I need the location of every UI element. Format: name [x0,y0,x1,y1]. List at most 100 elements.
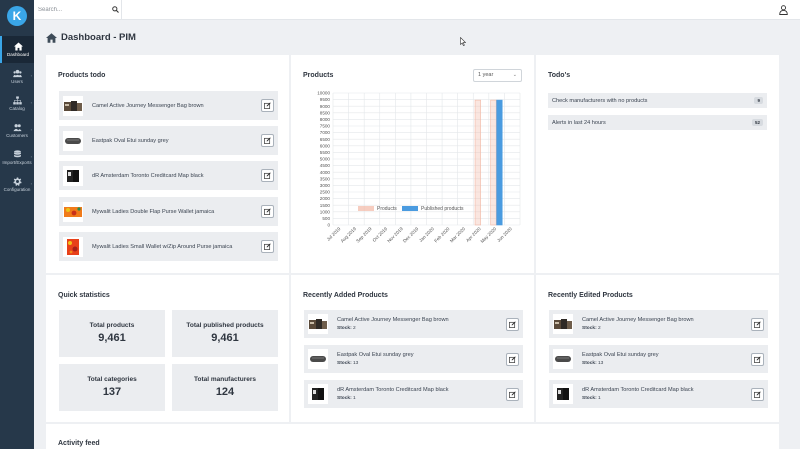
todo-label: Check manufacturers with no products [552,97,648,104]
edit-icon [264,102,271,109]
edit-icon [754,320,761,328]
edit-button[interactable] [751,352,764,366]
x-tick-label: Sep 2019 [355,226,373,244]
bar [496,99,503,226]
chevron-right-icon: › [30,181,32,186]
edit-button[interactable] [751,317,764,331]
edit-button[interactable] [261,169,274,182]
product-thumbnail [308,314,328,334]
list-item[interactable]: Camel Active Journey Messenger Bag brown… [549,310,768,338]
card-title: Todo's [548,72,571,79]
sidebar-nav: Dashboard Users › Catalog › Customers › … [0,36,34,198]
users-icon [12,69,22,78]
list-item[interactable]: Mywalit Ladies Double Flap Purse Wallet … [59,197,278,226]
sitemap-icon [12,96,22,105]
recently-edited-card: Recently Edited Products Camel Active Jo… [536,275,779,422]
list-item[interactable]: Eastpak Oval Etui sunday grey Stock: 13 [304,345,523,373]
product-name: dR Amsterdam Toronto Creditcard Map blac… [582,387,694,393]
app-logo[interactable]: K [7,6,27,26]
sidebar-item-dashboard[interactable]: Dashboard [0,36,34,63]
chevron-right-icon: › [30,73,32,78]
time-range-value: 1 year [478,72,494,78]
stat-total-published-products: Total published products 9,461 [172,310,278,357]
list-item[interactable]: dR Amsterdam Toronto Creditcard Map blac… [304,380,523,408]
list-item[interactable]: Eastpak Oval Etui sunday grey [59,126,278,155]
gear-icon [12,177,22,186]
sidebar-item-customers[interactable]: Customers › [0,117,34,144]
edit-button[interactable] [751,387,764,401]
sidebar-item-label: Catalog [9,106,25,111]
edit-icon [754,355,761,363]
y-tick-label: 6500 [320,137,331,142]
chevron-right-icon: › [30,127,32,132]
edit-button[interactable] [261,205,274,218]
edit-icon [509,355,516,363]
y-tick-label: 9500 [320,97,331,102]
edit-button[interactable] [261,99,274,112]
y-tick-label: 9000 [320,104,331,109]
search-icon[interactable] [112,6,119,13]
sidebar-item-import-exports[interactable]: Import/Exports › [0,144,34,171]
product-name: Mywalit Ladies Double Flap Purse Wallet … [92,208,215,215]
list-item[interactable]: Eastpak Oval Etui sunday grey Stock: 13 [549,345,768,373]
edit-icon [264,172,271,179]
list-item[interactable]: dR Amsterdam Toronto Creditcard Map blac… [59,161,278,190]
list-item[interactable]: Mywalit Ladies Small Wallet w/Zip Around… [59,232,278,261]
edit-button[interactable] [506,352,519,366]
page-header: Dashboard - PIM [46,32,136,43]
sidebar: K Dashboard Users › Catalog › Customers … [0,0,34,449]
y-tick-label: 2000 [320,196,331,201]
search-input[interactable] [38,4,108,16]
edit-icon [509,390,516,398]
product-name: Camel Active Journey Messenger Bag brown [337,317,449,323]
sidebar-item-label: Configuration [3,187,31,192]
product-thumbnail [308,349,328,369]
database-icon [13,150,21,158]
list-item[interactable]: Camel Active Journey Messenger Bag brown [59,91,278,120]
stat-total-manufacturers: Total manufacturers 124 [172,364,278,411]
recently-added-card: Recently Added Products Camel Active Jou… [291,275,534,422]
product-thumbnail [63,165,83,186]
sidebar-item-catalog[interactable]: Catalog › [0,90,34,117]
edit-button[interactable] [261,240,274,253]
edit-button[interactable] [506,317,519,331]
stat-label: Total manufacturers [193,376,256,383]
sidebar-item-label: Import/Exports [2,160,32,165]
sidebar-item-label: Dashboard [6,52,29,57]
user-icon[interactable] [779,5,788,15]
stat-total-categories: Total categories 137 [59,364,165,411]
x-tick-label: May 2020 [480,226,498,244]
x-tick-label: Feb 2020 [433,226,451,244]
legend-swatch [402,206,418,211]
list-item[interactable]: Camel Active Journey Messenger Bag brown… [304,310,523,338]
product-name: Eastpak Oval Etui sunday grey [92,137,169,144]
sidebar-item-configuration[interactable]: Configuration › [0,171,34,198]
product-name: dR Amsterdam Toronto Creditcard Map blac… [92,172,204,179]
y-tick-label: 2500 [320,190,331,195]
list-item[interactable]: dR Amsterdam Toronto Creditcard Map blac… [549,380,768,408]
card-title: Products todo [58,72,106,79]
stat-label: Total published products [186,322,264,329]
count-badge: 9 [754,97,763,104]
card-title: Products [303,72,334,79]
time-range-select[interactable]: 1 year ⌄ [473,69,522,82]
edit-icon [264,208,271,215]
product-thumbnail [63,130,83,151]
y-tick-label: 7000 [320,130,331,135]
card-title: Activity feed [58,440,100,447]
legend-label: Published products [421,206,464,212]
product-thumbnail [308,384,328,404]
todo-label: Alerts in last 24 hours [552,119,606,126]
home-icon [46,32,57,43]
edit-button[interactable] [261,134,274,147]
todo-item[interactable]: Check manufacturers with no products 9 [548,93,767,108]
todo-item[interactable]: Alerts in last 24 hours 52 [548,115,767,130]
sidebar-item-users[interactable]: Users › [0,63,34,90]
product-name: dR Amsterdam Toronto Creditcard Map blac… [337,387,449,393]
edit-button[interactable] [506,387,519,401]
product-stock: Stock: 13 [337,361,359,366]
stat-value: 137 [102,386,122,398]
page-title: Dashboard - PIM [61,32,136,43]
y-tick-label: 10000 [317,91,330,96]
